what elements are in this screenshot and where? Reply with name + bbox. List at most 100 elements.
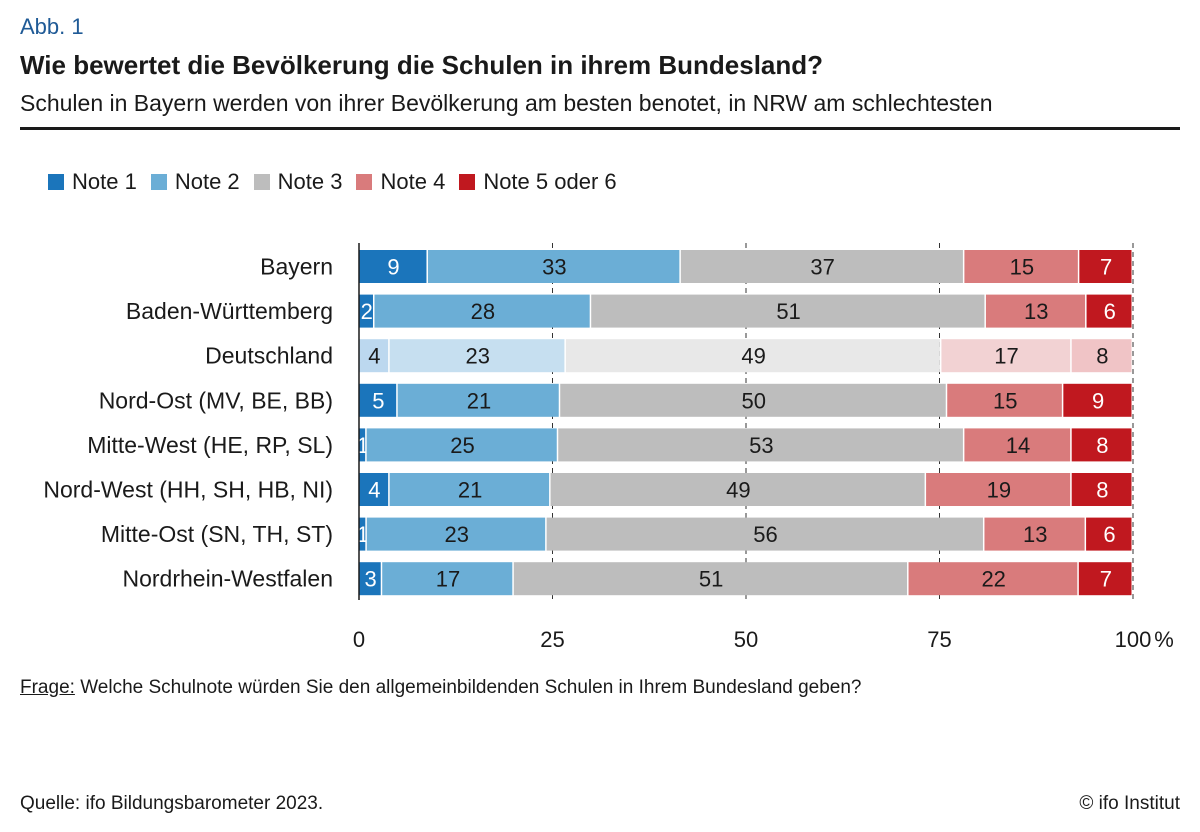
bar-value-label: 21 bbox=[467, 388, 491, 413]
copyright-note: © ifo Institut bbox=[1079, 793, 1180, 814]
bar-segment bbox=[908, 562, 1078, 596]
legend-item: Note 3 bbox=[253, 169, 343, 195]
bar-value-label: 8 bbox=[1096, 344, 1108, 369]
legend-swatch bbox=[150, 174, 167, 190]
bar-value-label: 15 bbox=[993, 388, 1017, 413]
legend-label: Note 5 oder 6 bbox=[483, 169, 617, 194]
bar-value-label: 23 bbox=[444, 522, 468, 547]
question-label: Frage: bbox=[20, 677, 75, 698]
bar-segment bbox=[359, 383, 397, 417]
x-tick-label: 25 bbox=[540, 627, 564, 652]
bar-value-label: 15 bbox=[1010, 255, 1034, 280]
bar-segment bbox=[1078, 562, 1132, 596]
chart-title: Wie bewertet die Bevölkerung die Schulen… bbox=[20, 50, 824, 80]
bar-value-label: 51 bbox=[776, 299, 800, 324]
bar-value-label: 14 bbox=[1006, 433, 1030, 458]
source-note: Quelle: ifo Bildungsbarometer 2023. bbox=[20, 793, 324, 814]
bar-segment bbox=[985, 294, 1086, 328]
bar-value-label: 17 bbox=[994, 344, 1018, 369]
bar-segment bbox=[1086, 294, 1132, 328]
legend-swatch bbox=[48, 174, 64, 190]
category-label: Deutschland bbox=[205, 343, 333, 369]
bar-value-label: 8 bbox=[1096, 433, 1108, 458]
legend-swatch bbox=[356, 174, 373, 190]
bar-value-label: 6 bbox=[1103, 522, 1115, 547]
chart-legend: Note 1 Note 2 Note 3 Note 4 Note 5 oder 6 bbox=[48, 168, 631, 196]
bar-value-label: 37 bbox=[810, 255, 834, 280]
bar-segment bbox=[550, 473, 925, 506]
bar-value-label: 49 bbox=[726, 478, 750, 503]
bar-segment bbox=[964, 428, 1071, 462]
bar-segment bbox=[558, 428, 963, 462]
bar-segment bbox=[1063, 383, 1132, 417]
bar-segment bbox=[1071, 473, 1132, 506]
bar-segment bbox=[397, 383, 559, 417]
bar-segment bbox=[513, 562, 908, 596]
legend-label: Note 2 bbox=[174, 169, 240, 194]
bar-value-label: 3 bbox=[364, 567, 376, 592]
legend-label: Note 3 bbox=[277, 169, 343, 194]
legend-item: Note 4 bbox=[356, 169, 445, 195]
bar-segment bbox=[359, 294, 373, 328]
x-tick-label: 100 bbox=[1115, 627, 1152, 652]
category-label: Mitte-Ost (SN, TH, ST) bbox=[101, 521, 333, 547]
bar-segment bbox=[1071, 428, 1132, 462]
bar-segment bbox=[359, 250, 427, 283]
title-divider bbox=[20, 127, 1180, 130]
bar-value-label: 5 bbox=[372, 388, 384, 413]
bar-segment bbox=[947, 383, 1062, 417]
category-label: Mitte-West (HE, RP, SL) bbox=[87, 432, 333, 458]
bar-value-label: 8 bbox=[1096, 478, 1108, 503]
bar-value-label: 1 bbox=[357, 433, 369, 458]
x-tick-label: 0 bbox=[353, 627, 365, 652]
bar-value-label: 25 bbox=[450, 433, 474, 458]
bar-segment bbox=[389, 473, 550, 506]
bar-value-label: 21 bbox=[458, 478, 482, 503]
bar-segment bbox=[366, 517, 546, 551]
legend-item: Note 2 bbox=[150, 169, 240, 195]
bar-value-label: 1 bbox=[357, 522, 369, 547]
bar-segment bbox=[382, 562, 513, 596]
x-unit-label: % bbox=[1154, 627, 1174, 652]
bar-segment bbox=[359, 428, 366, 462]
bar-value-label: 49 bbox=[741, 344, 765, 369]
bar-value-label: 22 bbox=[981, 567, 1005, 592]
legend-swatch bbox=[459, 174, 476, 190]
bar-value-label: 13 bbox=[1023, 522, 1047, 547]
bar-value-label: 51 bbox=[699, 567, 723, 592]
bar-segment bbox=[546, 517, 983, 551]
bar-value-label: 53 bbox=[749, 433, 773, 458]
bar-segment bbox=[560, 383, 946, 417]
bar-segment bbox=[680, 250, 963, 283]
bar-segment bbox=[359, 473, 389, 506]
bar-segment bbox=[565, 339, 940, 373]
bar-segment bbox=[374, 294, 590, 328]
category-label: Nord-Ost (MV, BE, BB) bbox=[99, 387, 333, 413]
category-label: Baden-Württemberg bbox=[126, 298, 333, 324]
x-tick-label: 75 bbox=[927, 627, 951, 652]
legend-label: Note 4 bbox=[380, 169, 446, 194]
bar-value-label: 13 bbox=[1024, 299, 1048, 324]
bar-value-label: 23 bbox=[466, 344, 490, 369]
chart-subtitle: Schulen in Bayern werden von ihrer Bevöl… bbox=[20, 90, 993, 116]
bar-segment bbox=[366, 428, 557, 462]
bar-value-label: 4 bbox=[368, 344, 380, 369]
bar-segment bbox=[359, 517, 366, 551]
bar-value-label: 17 bbox=[436, 567, 460, 592]
bar-value-label: 28 bbox=[471, 299, 495, 324]
legend-swatch bbox=[253, 174, 270, 190]
legend-item: Note 5 oder 6 bbox=[459, 169, 617, 195]
legend-item: Note 1 bbox=[48, 169, 137, 195]
bar-segment bbox=[591, 294, 985, 328]
legend-label: Note 1 bbox=[72, 169, 137, 194]
category-label: Bayern bbox=[260, 254, 333, 280]
bar-value-label: 7 bbox=[1100, 567, 1112, 592]
bar-value-label: 7 bbox=[1100, 255, 1112, 280]
figure-label: Abb. 1 bbox=[20, 14, 84, 39]
x-tick-label: 50 bbox=[734, 627, 758, 652]
bar-value-label: 56 bbox=[753, 522, 777, 547]
bar-value-label: 50 bbox=[741, 388, 765, 413]
question-text: Welche Schulnote würden Sie den allgemei… bbox=[80, 677, 862, 698]
bar-segment bbox=[926, 473, 1071, 506]
